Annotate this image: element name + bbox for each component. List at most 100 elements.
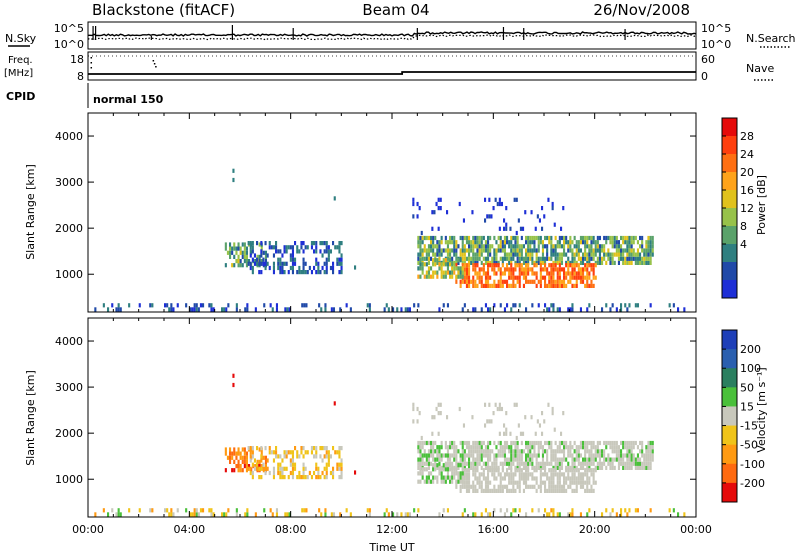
velocity-cell xyxy=(419,445,422,450)
velocity-cell xyxy=(332,466,335,471)
velocity-cell xyxy=(472,453,475,458)
velocity-cell xyxy=(325,446,328,451)
power-cell xyxy=(514,267,517,272)
power-cell xyxy=(225,307,228,312)
power-cell xyxy=(321,241,324,246)
power-cell xyxy=(491,244,494,249)
power-cell xyxy=(324,307,327,312)
power-cell xyxy=(522,260,526,265)
power-cell xyxy=(478,244,481,249)
velocity-cell xyxy=(552,480,555,485)
power-cell xyxy=(468,240,471,245)
power-cell xyxy=(387,307,390,312)
velocity-cell xyxy=(533,449,536,454)
noise-tick-right-top: 10^5 xyxy=(701,22,731,35)
velocity-cell xyxy=(495,468,498,473)
velocity-cell xyxy=(514,449,517,454)
velocity-cell xyxy=(294,466,297,471)
velocity-cell xyxy=(241,468,244,473)
velocity-cell xyxy=(535,468,538,473)
velocity-cell xyxy=(497,440,500,446)
velocity-cell xyxy=(431,431,434,436)
velocity-cell xyxy=(199,508,203,513)
velocity-cell xyxy=(425,457,428,462)
power-cell xyxy=(239,246,242,251)
velocity-cell xyxy=(552,465,555,470)
velocity-cell xyxy=(550,480,553,485)
power-cell xyxy=(647,256,650,261)
velocity-cell xyxy=(296,475,299,480)
power-cell xyxy=(249,265,252,271)
velocity-cell xyxy=(513,402,516,407)
power-cell xyxy=(461,235,464,241)
velocity-cell xyxy=(455,471,458,476)
power-cell xyxy=(264,254,268,259)
power-cell xyxy=(417,260,420,265)
colorbar-tick-label: 15 xyxy=(740,400,754,413)
power-cell xyxy=(613,244,616,249)
power-cell xyxy=(651,235,654,241)
power-cell xyxy=(584,248,587,253)
power-cell xyxy=(285,245,288,250)
power-cell xyxy=(489,248,492,253)
power-cell xyxy=(111,303,114,308)
velocity-cell xyxy=(455,479,458,484)
velocity-cell xyxy=(417,508,420,513)
power-cell xyxy=(461,252,464,257)
power-cell xyxy=(459,266,462,271)
power-cell xyxy=(514,263,517,268)
velocity-cell xyxy=(489,468,492,473)
power-cell xyxy=(436,260,439,265)
velocity-cell xyxy=(258,466,261,471)
power-cell xyxy=(630,244,633,249)
power-cell xyxy=(408,307,412,312)
power-cell xyxy=(601,256,604,261)
velocity-cell xyxy=(248,464,251,469)
velocity-cell xyxy=(478,449,481,454)
colorbar-tick-label: 200 xyxy=(740,343,761,356)
velocity-cell xyxy=(472,440,475,446)
velocity-cell xyxy=(421,445,424,450)
velocity-cell xyxy=(645,445,648,450)
velocity-cell xyxy=(438,467,441,472)
velocity-cell xyxy=(231,451,234,456)
colorbar-tick-label: 16 xyxy=(740,184,754,197)
power-cell xyxy=(283,270,286,275)
velocity-cell xyxy=(556,465,559,470)
power-cell xyxy=(605,252,608,257)
velocity-cell xyxy=(285,454,288,459)
power-cell xyxy=(482,244,485,249)
velocity-cell xyxy=(446,471,450,476)
velocity-cell xyxy=(461,449,464,454)
velocity-cell xyxy=(455,468,458,473)
velocity-cell xyxy=(465,472,469,477)
velocity-cell xyxy=(239,455,242,460)
velocity-cell xyxy=(573,465,576,470)
velocity-cell xyxy=(541,445,545,450)
power-cell xyxy=(550,248,553,253)
power-cell xyxy=(628,252,631,257)
power-cell xyxy=(291,261,295,266)
velocity-cell xyxy=(634,457,637,462)
power-cell xyxy=(170,303,173,308)
velocity-cell xyxy=(487,480,490,485)
velocity-cell xyxy=(432,467,435,472)
velocity-cell xyxy=(243,464,246,469)
power-cell xyxy=(554,256,557,261)
velocity-cell xyxy=(260,446,263,451)
velocity-x-axis: 00:00 04:00 08:00 12:00 16:00 20:00 00:00 xyxy=(72,318,712,536)
power-cell xyxy=(541,206,544,211)
y-tick-label: 4000 xyxy=(55,335,83,348)
velocity-cell xyxy=(603,457,606,462)
power-cell xyxy=(419,244,422,249)
y-tick-label: 3000 xyxy=(55,176,83,189)
velocity-cell xyxy=(643,453,646,458)
velocity-cell xyxy=(327,458,330,463)
cpid-label: CPID xyxy=(6,90,35,103)
power-cell xyxy=(554,267,557,272)
velocity-cell xyxy=(446,449,450,454)
power-cell xyxy=(527,240,530,245)
power-cell xyxy=(442,258,445,263)
velocity-cell xyxy=(565,488,568,493)
power-cell xyxy=(535,271,538,276)
